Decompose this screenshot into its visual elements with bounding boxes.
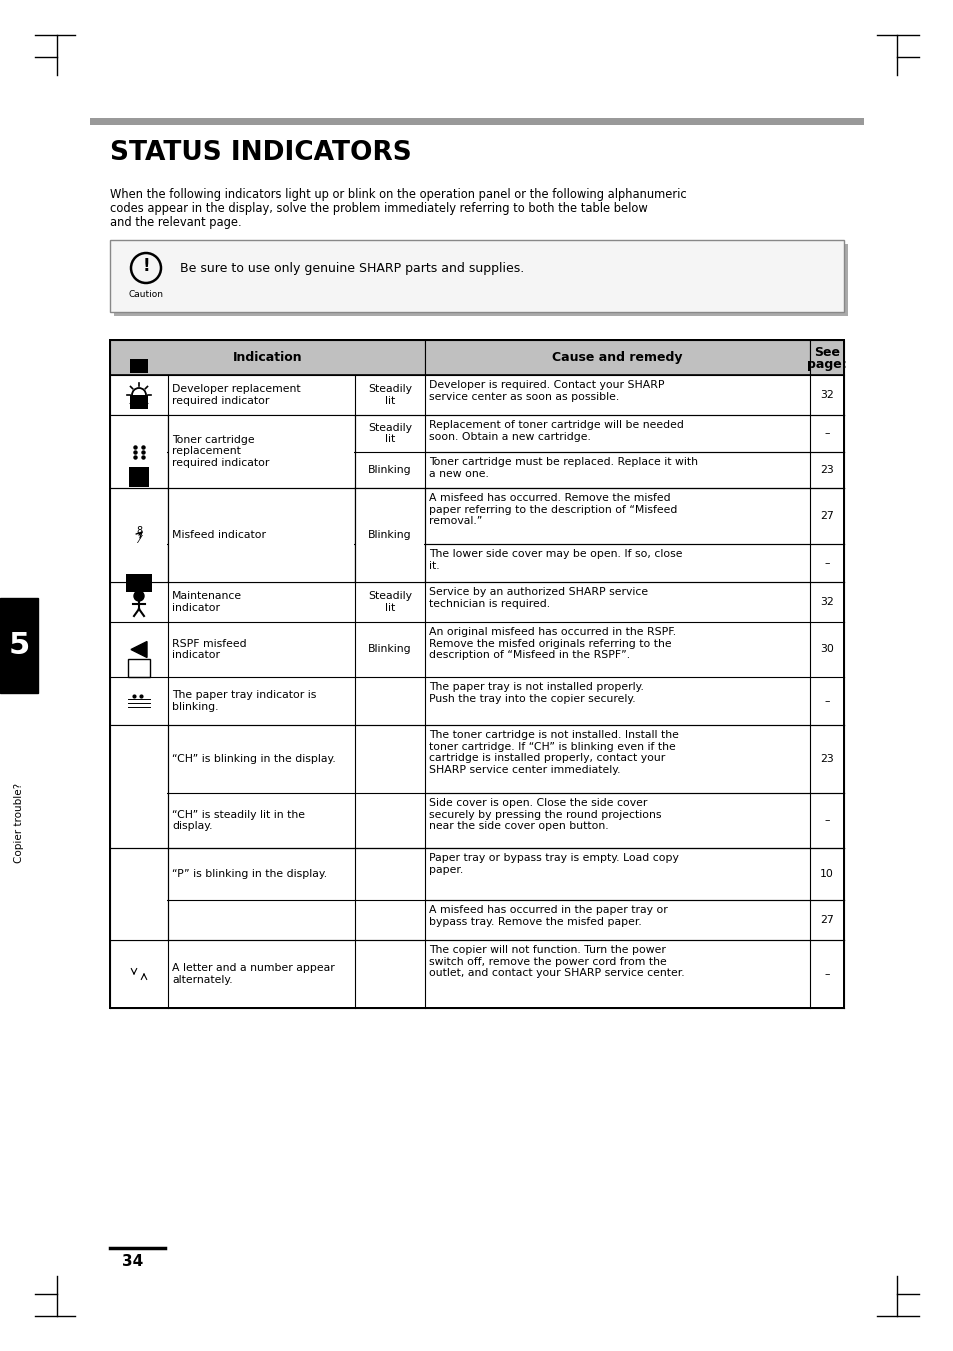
- Text: Steadily
lit: Steadily lit: [368, 423, 412, 444]
- Bar: [169, 415, 354, 488]
- Text: 5: 5: [9, 631, 30, 661]
- Bar: [111, 725, 167, 848]
- Bar: [355, 488, 423, 582]
- Text: Developer is required. Contact your SHARP
service center as soon as possible.: Developer is required. Contact your SHAR…: [429, 380, 664, 401]
- Text: Replacement of toner cartridge will be needed
soon. Obtain a new cartridge.: Replacement of toner cartridge will be n…: [429, 420, 683, 442]
- Text: page:: page:: [806, 358, 846, 372]
- Bar: [130, 359, 148, 373]
- Text: Toner cartridge must be replaced. Replace it with
a new one.: Toner cartridge must be replaced. Replac…: [429, 457, 698, 478]
- Text: 32: 32: [820, 390, 833, 400]
- Text: !: !: [142, 257, 150, 276]
- Text: The paper tray indicator is
blinking.: The paper tray indicator is blinking.: [172, 690, 316, 712]
- Text: Cause and remedy: Cause and remedy: [552, 351, 682, 363]
- Text: CH: CH: [132, 781, 146, 792]
- Bar: [110, 240, 843, 312]
- Text: Steadily
lit: Steadily lit: [368, 592, 412, 613]
- Text: 30: 30: [820, 644, 833, 654]
- Bar: [0, 598, 38, 693]
- Text: Copier trouble?: Copier trouble?: [14, 784, 24, 863]
- Bar: [111, 415, 167, 488]
- Text: 27: 27: [820, 511, 833, 521]
- Bar: [110, 340, 843, 376]
- Bar: [130, 394, 148, 409]
- Text: and the relevant page.: and the relevant page.: [110, 216, 241, 230]
- Bar: [111, 848, 167, 940]
- Bar: [110, 340, 843, 1008]
- Text: codes appear in the display, solve the problem immediately referring to both the: codes appear in the display, solve the p…: [110, 203, 647, 215]
- Text: Toner cartridge
replacement
required indicator: Toner cartridge replacement required ind…: [172, 435, 269, 467]
- Text: Blinking: Blinking: [368, 530, 412, 540]
- Bar: [113, 245, 847, 316]
- Polygon shape: [131, 642, 147, 658]
- Text: Side cover is open. Close the side cover
securely by pressing the round projecti: Side cover is open. Close the side cover…: [429, 798, 660, 831]
- Text: Blinking: Blinking: [368, 465, 412, 476]
- Text: A letter and a number appear
alternately.: A letter and a number appear alternately…: [172, 963, 335, 985]
- Text: RSPF misfeed
indicator: RSPF misfeed indicator: [172, 639, 247, 661]
- Bar: [126, 574, 152, 592]
- Text: Maintenance
indicator: Maintenance indicator: [172, 592, 242, 613]
- Text: –: –: [823, 816, 829, 825]
- Text: 8: 8: [135, 526, 142, 536]
- Text: The lower side cover may be open. If so, close
it.: The lower side cover may be open. If so,…: [429, 549, 681, 570]
- Text: The toner cartridge is not installed. Install the
toner cartridge. If “CH” is bl: The toner cartridge is not installed. In…: [429, 730, 679, 775]
- Text: Indication: Indication: [233, 351, 302, 363]
- Bar: [128, 659, 150, 677]
- Text: Paper tray or bypass tray is empty. Load copy
paper.: Paper tray or bypass tray is empty. Load…: [429, 852, 679, 874]
- Text: 3: 3: [136, 979, 142, 990]
- Text: 32: 32: [820, 597, 833, 607]
- Text: Blinking: Blinking: [368, 644, 412, 654]
- Bar: [129, 467, 149, 486]
- Text: P: P: [134, 888, 143, 901]
- Text: Be sure to use only genuine SHARP parts and supplies.: Be sure to use only genuine SHARP parts …: [180, 262, 524, 276]
- Text: –: –: [823, 428, 829, 439]
- Text: –: –: [823, 558, 829, 567]
- Bar: [424, 340, 809, 376]
- Text: 27: 27: [820, 915, 833, 925]
- Bar: [111, 488, 167, 582]
- Bar: [90, 118, 863, 126]
- Text: –: –: [823, 696, 829, 707]
- Circle shape: [133, 590, 144, 601]
- Text: Misfeed indicator: Misfeed indicator: [172, 530, 266, 540]
- Bar: [110, 340, 424, 376]
- Text: 23: 23: [820, 465, 833, 476]
- Text: See: See: [813, 346, 840, 359]
- Text: Service by an authorized SHARP service
technician is required.: Service by an authorized SHARP service t…: [429, 586, 647, 608]
- Text: The copier will not function. Turn the power
switch off, remove the power cord f: The copier will not function. Turn the p…: [429, 944, 684, 978]
- Text: Steadily
lit: Steadily lit: [368, 384, 412, 405]
- Text: –: –: [823, 969, 829, 979]
- Text: 10: 10: [820, 869, 833, 880]
- Text: A misfeed has occurred in the paper tray or
bypass tray. Remove the misfed paper: A misfeed has occurred in the paper tray…: [429, 905, 667, 927]
- Text: “P” is blinking in the display.: “P” is blinking in the display.: [172, 869, 327, 880]
- Text: ⁄: ⁄: [138, 535, 140, 544]
- Text: The paper tray is not installed properly.
Push the tray into the copier securely: The paper tray is not installed properly…: [429, 682, 643, 704]
- Text: 23: 23: [820, 754, 833, 765]
- Text: An original misfeed has occurred in the RSPF.
Remove the misfed originals referr: An original misfeed has occurred in the …: [429, 627, 676, 661]
- Text: STATUS INDICATORS: STATUS INDICATORS: [110, 141, 412, 166]
- Text: 34: 34: [122, 1254, 143, 1269]
- Text: “CH” is blinking in the display.: “CH” is blinking in the display.: [172, 754, 335, 765]
- Text: A misfeed has occurred. Remove the misfed
paper referring to the description of : A misfeed has occurred. Remove the misfe…: [429, 493, 677, 526]
- Bar: [809, 340, 843, 376]
- Text: When the following indicators light up or blink on the operation panel or the fo: When the following indicators light up o…: [110, 188, 686, 201]
- Bar: [169, 488, 354, 582]
- Text: Caution: Caution: [129, 290, 163, 299]
- Text: Developer replacement
required indicator: Developer replacement required indicator: [172, 384, 300, 405]
- Text: “CH” is steadily lit in the
display.: “CH” is steadily lit in the display.: [172, 809, 305, 831]
- Text: L: L: [136, 958, 142, 969]
